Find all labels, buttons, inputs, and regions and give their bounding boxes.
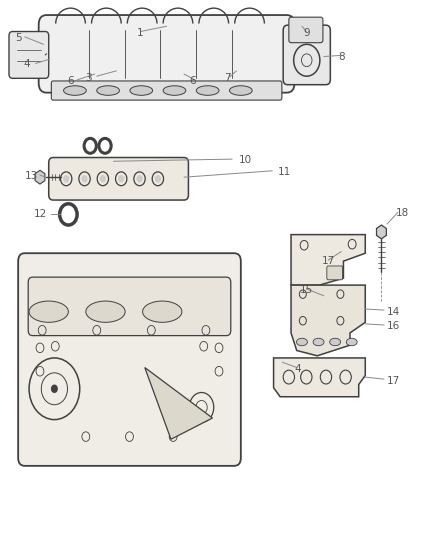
Text: 16: 16 — [387, 321, 400, 331]
Text: 6: 6 — [190, 77, 196, 86]
Text: 7: 7 — [224, 73, 231, 83]
FancyBboxPatch shape — [28, 277, 231, 336]
Text: 6: 6 — [67, 77, 74, 86]
Polygon shape — [377, 225, 386, 239]
Ellipse shape — [230, 86, 252, 95]
Text: 9: 9 — [303, 28, 310, 38]
Circle shape — [155, 175, 161, 182]
Text: 17: 17 — [321, 256, 335, 266]
FancyBboxPatch shape — [289, 17, 323, 43]
Text: 8: 8 — [338, 52, 345, 61]
Text: 18: 18 — [396, 208, 409, 219]
FancyBboxPatch shape — [51, 81, 282, 100]
Circle shape — [81, 175, 88, 182]
Ellipse shape — [86, 301, 125, 322]
Text: 14: 14 — [387, 306, 400, 317]
Text: 4: 4 — [294, 364, 301, 374]
Text: 11: 11 — [278, 167, 291, 177]
Circle shape — [118, 175, 124, 182]
Text: 17: 17 — [387, 376, 400, 386]
Ellipse shape — [330, 338, 341, 346]
Circle shape — [51, 384, 58, 393]
FancyBboxPatch shape — [327, 266, 343, 280]
FancyBboxPatch shape — [49, 158, 188, 200]
Ellipse shape — [346, 338, 357, 346]
FancyBboxPatch shape — [18, 253, 241, 466]
Text: 3: 3 — [85, 73, 92, 83]
Polygon shape — [291, 235, 365, 285]
Polygon shape — [35, 170, 45, 184]
Ellipse shape — [163, 86, 186, 95]
Ellipse shape — [196, 86, 219, 95]
Ellipse shape — [97, 86, 120, 95]
Ellipse shape — [130, 86, 152, 95]
Ellipse shape — [29, 301, 68, 322]
FancyBboxPatch shape — [9, 31, 49, 78]
Polygon shape — [145, 368, 212, 439]
Text: 15: 15 — [300, 286, 313, 295]
Polygon shape — [274, 358, 365, 397]
Text: 5: 5 — [15, 33, 21, 43]
Text: 10: 10 — [239, 155, 252, 165]
Ellipse shape — [297, 338, 307, 346]
Circle shape — [63, 175, 69, 182]
Ellipse shape — [143, 301, 182, 322]
FancyBboxPatch shape — [283, 25, 330, 85]
Ellipse shape — [313, 338, 324, 346]
Text: 1: 1 — [137, 28, 144, 38]
FancyBboxPatch shape — [39, 15, 294, 93]
Circle shape — [100, 175, 106, 182]
Ellipse shape — [64, 86, 86, 95]
Polygon shape — [291, 285, 365, 356]
Text: 12: 12 — [33, 209, 46, 220]
Circle shape — [137, 175, 143, 182]
Text: 13: 13 — [25, 171, 38, 181]
Text: 4: 4 — [24, 60, 30, 69]
